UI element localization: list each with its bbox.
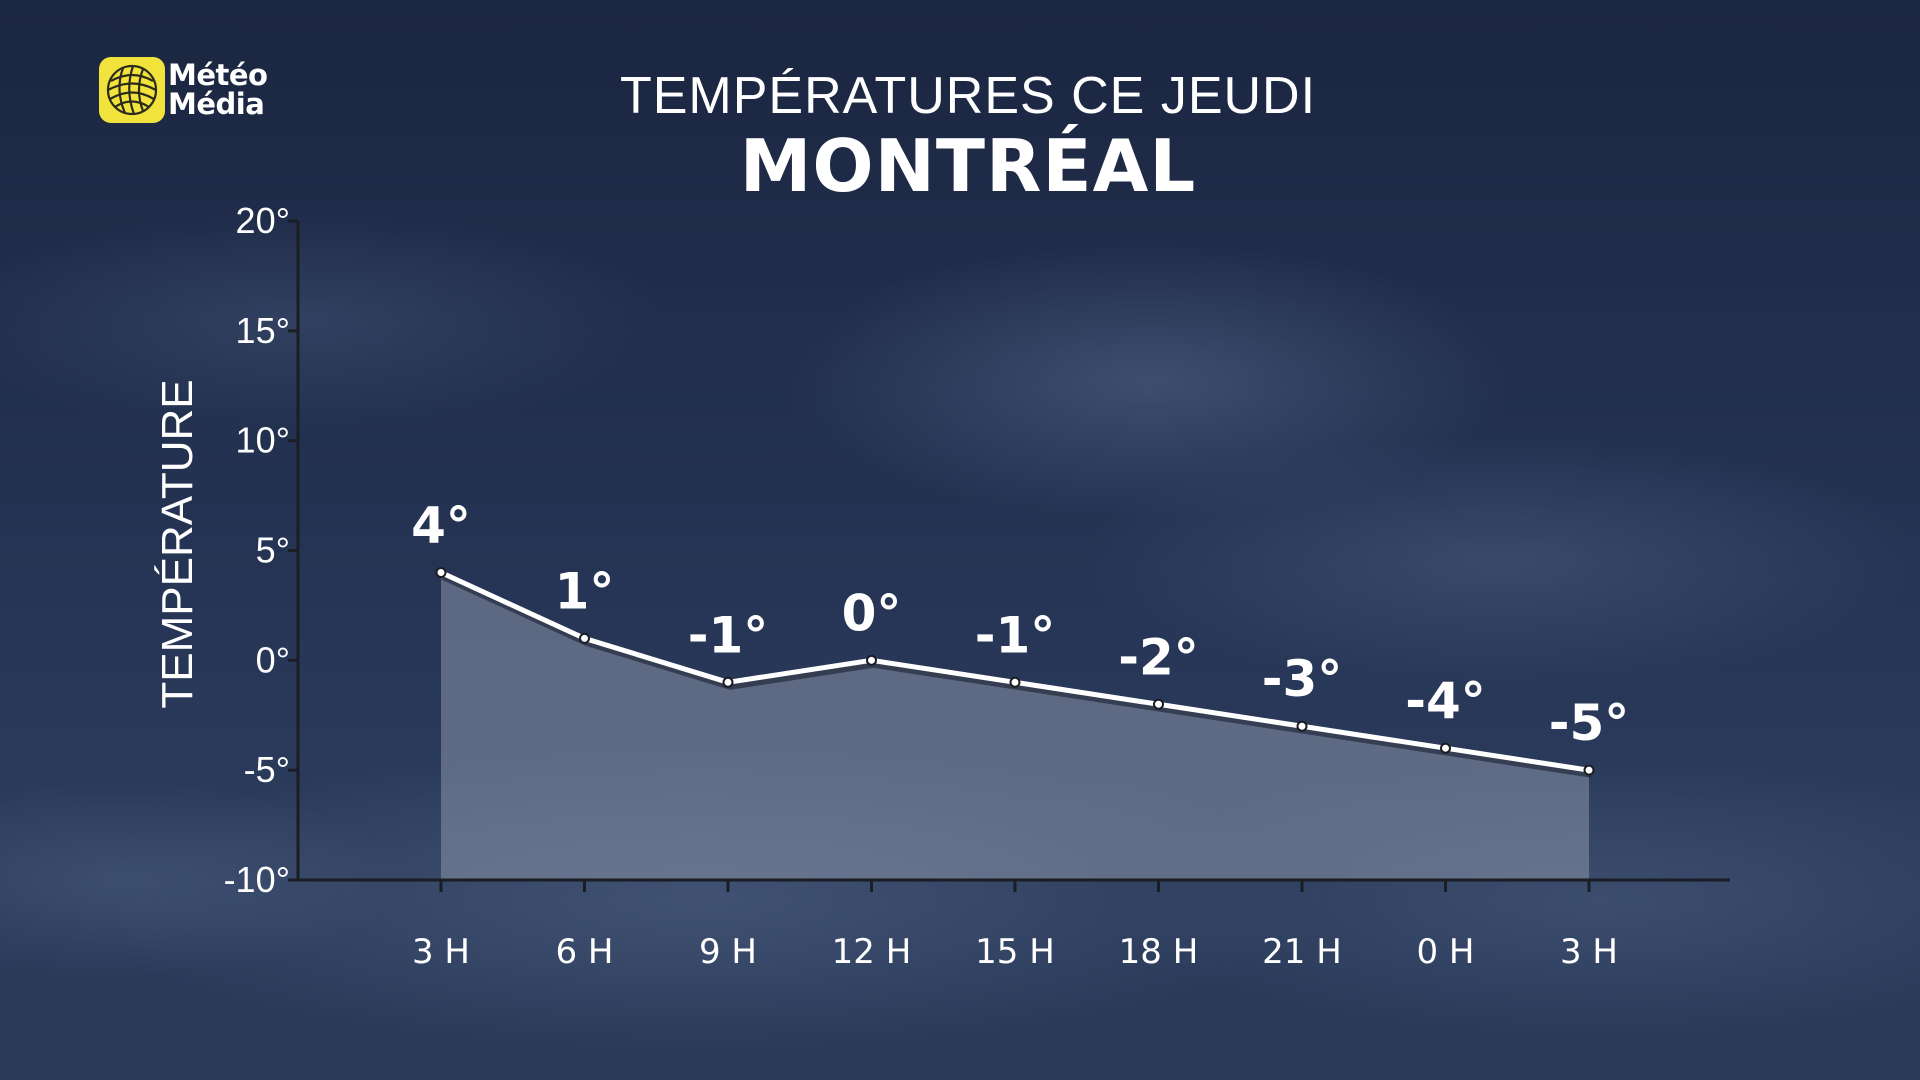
x-tick-label: 3 H xyxy=(412,932,470,972)
y-tick-label: 15° xyxy=(236,310,290,351)
data-label: -1° xyxy=(688,606,769,664)
chart-subtitle: MONTRÉAL xyxy=(739,124,1197,208)
logo-line-1: Météo xyxy=(168,58,268,92)
x-tick-label: 15 H xyxy=(975,932,1055,972)
temperature-area xyxy=(441,572,1589,880)
data-label: -2° xyxy=(1118,628,1199,686)
data-point xyxy=(1009,676,1021,688)
x-tick-label: 3 H xyxy=(1560,932,1618,972)
y-tick-label: 0° xyxy=(256,639,290,680)
data-label: -5° xyxy=(1549,694,1630,752)
data-point xyxy=(722,676,734,688)
x-tick-label: 12 H xyxy=(832,932,912,972)
y-tick-label: 20° xyxy=(236,200,290,241)
data-point xyxy=(1583,764,1595,776)
data-label: -1° xyxy=(975,606,1056,664)
y-tick-label: 5° xyxy=(256,530,290,571)
data-point xyxy=(1440,742,1451,754)
logo-wordmark: Météo Média xyxy=(168,58,268,121)
data-label: 1° xyxy=(555,562,615,620)
y-tick-label: -10° xyxy=(224,859,290,900)
x-tick-label: 18 H xyxy=(1119,932,1199,972)
meteomedia-logo: Météo Média xyxy=(99,57,268,123)
data-label: -4° xyxy=(1405,672,1486,730)
x-tick-label: 0 H xyxy=(1416,932,1474,972)
data-point xyxy=(579,632,590,644)
x-tick-label: 6 H xyxy=(555,932,613,972)
data-point xyxy=(866,654,877,666)
data-point xyxy=(1296,720,1308,732)
logo-line-2: Média xyxy=(168,87,265,121)
y-axis-label: TEMPÉRATURE xyxy=(153,379,202,708)
y-tick-label: -5° xyxy=(244,749,290,790)
data-point xyxy=(435,566,447,578)
data-label: 4° xyxy=(411,496,471,554)
globe-icon xyxy=(99,57,165,123)
x-tick-label: 9 H xyxy=(699,932,757,972)
data-label: -3° xyxy=(1262,650,1343,708)
data-label: 0° xyxy=(842,584,902,642)
chart-title: TEMPÉRATURES CE JEUDI xyxy=(619,67,1317,125)
y-tick-label: 10° xyxy=(236,420,290,461)
data-point xyxy=(1153,698,1164,710)
x-tick-label: 21 H xyxy=(1262,932,1342,972)
